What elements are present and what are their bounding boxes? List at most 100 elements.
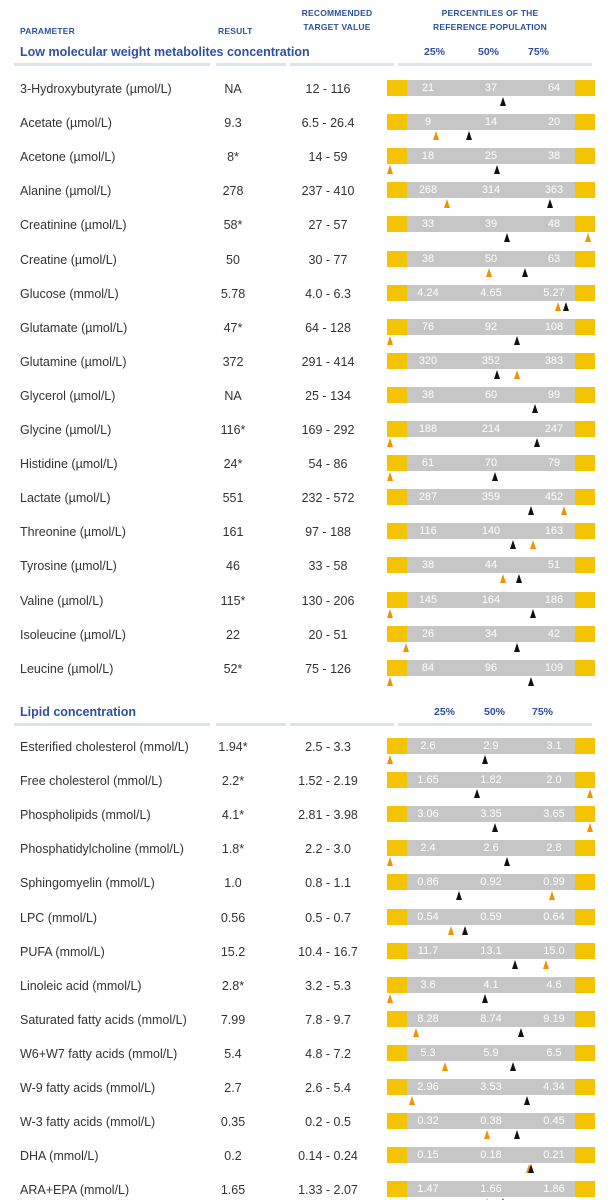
gauge-outer-band <box>575 216 595 233</box>
gauge-outer-band <box>575 352 595 369</box>
percentile-gauge: 188 214 247 <box>387 421 595 447</box>
gauge-reference-band <box>407 352 575 369</box>
population-median-marker <box>500 97 507 106</box>
gauge-outer-band <box>387 772 407 789</box>
gauge-reference-band <box>407 523 575 540</box>
parameter-name: W-9 fatty acids (mmol/L) <box>20 1081 156 1095</box>
population-median-marker <box>532 403 539 413</box>
percentile-tick-label: 4.6 <box>546 978 562 991</box>
gauge-outer-band <box>387 557 407 574</box>
percentile-tick-label: 14 <box>484 116 498 129</box>
patient-result-marker <box>387 676 393 686</box>
patient-result-marker <box>387 472 393 482</box>
percentile-gauge: 145 164 186 <box>387 591 595 618</box>
percentile-tick-label: 0.64 <box>543 910 565 923</box>
percentile-tick-label: 3.06 <box>417 808 439 821</box>
target-range: 14 - 59 <box>308 150 348 165</box>
target-range: 33 - 58 <box>308 559 348 574</box>
percentile-tick-label: 3.53 <box>480 1081 502 1093</box>
target-range: 64 - 128 <box>305 320 351 335</box>
table-row: Saturated fatty acids (mmol/L) 7.99 7.8 - … <box>0 1003 614 1037</box>
percentile-tick-label: 2.8 <box>546 842 562 855</box>
result-value: 2.8* <box>221 978 245 993</box>
result-value: 8* <box>227 150 239 165</box>
population-median-marker <box>481 993 488 1003</box>
table-row: Acetate (µmol/L) 9.3 6.5 - 26.4 9 14 20 <box>0 106 614 141</box>
percentile-tick-label: 2.96 <box>417 1081 439 1093</box>
gauge-outer-band <box>387 216 407 233</box>
percentile-tick-label: 383 <box>544 354 564 367</box>
percentile-gauge: 268 314 363 <box>387 182 595 209</box>
percentile-tick-label: 48 <box>547 218 561 231</box>
parameter-name: Glutamate (µmol/L) <box>20 320 128 335</box>
gauge-outer-band <box>387 625 407 642</box>
percentile-tick-label: 42 <box>547 627 561 640</box>
gauge-outer-band <box>575 806 595 823</box>
population-median-marker <box>494 165 501 175</box>
parameter-name: Glycerol (µmol/L) <box>20 388 116 403</box>
percentile-tick-label: 39 <box>484 218 498 231</box>
patient-result-marker <box>483 1130 490 1140</box>
parameter-name: LPC (mmol/L) <box>20 910 98 925</box>
result-value: 52* <box>223 661 243 676</box>
percentile-gauge: 2.96 3.53 4.34 <box>387 1079 595 1105</box>
population-median-marker <box>530 608 537 618</box>
result-value: 4.1* <box>221 808 245 823</box>
population-median-marker <box>492 472 499 482</box>
population-median-marker <box>510 1061 517 1071</box>
patient-result-marker <box>560 506 567 516</box>
parameter-name: Threonine (µmol/L) <box>20 525 126 540</box>
target-range: 232 - 572 <box>301 491 355 506</box>
column-header-target-line2: TARGET VALUE <box>303 22 371 32</box>
target-range: 2.6 - 5.4 <box>305 1081 351 1095</box>
section-underline <box>216 63 286 66</box>
table-row: Phosphatidylcholine (mmol/L) 1.8* 2.2 - 3.… <box>0 832 614 867</box>
result-value: 1.94* <box>218 740 248 754</box>
patient-result-marker <box>514 369 521 379</box>
result-value: 2.2* <box>221 774 245 789</box>
target-range: 130 - 206 <box>301 593 355 608</box>
parameter-name: Acetone (µmol/L) <box>20 150 116 165</box>
patient-result-marker <box>387 335 393 345</box>
gauge-reference-band <box>407 250 575 267</box>
table-row: Linoleic acid (mmol/L) 2.8* 3.2 - 5.3 3.6 4.… <box>0 969 614 1003</box>
gauge-reference-band <box>407 1010 575 1027</box>
percentile-gauge: 76 92 108 <box>387 318 595 345</box>
percentile-gauge: 0.15 0.18 0.21 <box>387 1147 595 1174</box>
table-row: Lactate (µmol/L) 551 232 - 572 287 359 452 <box>0 481 614 516</box>
section-underline <box>290 723 394 726</box>
percentile-gauge: 9 14 20 <box>387 114 595 141</box>
patient-result-marker <box>387 755 393 764</box>
column-header-parameter: PARAMETER <box>20 26 76 36</box>
percentile-tick-label: 99 <box>547 388 561 401</box>
parameter-name: PUFA (mmol/L) <box>20 944 105 959</box>
percentile-tick-label: 0.92 <box>480 876 502 889</box>
percentile-tick-label: 63 <box>547 252 561 265</box>
patient-result-marker <box>403 642 410 652</box>
percentile-tick-label: 314 <box>481 184 501 197</box>
column-header-percentiles-line1: PERCENTILES OF THE <box>441 8 539 18</box>
gauge-reference-band <box>407 772 575 789</box>
parameter-name: Creatinine (µmol/L) <box>20 218 127 233</box>
gauge-reference-band <box>407 557 575 574</box>
percentile-tick-label: 25 <box>484 150 498 163</box>
gauge-outer-band <box>387 318 407 335</box>
gauge-reference-band <box>407 1079 575 1095</box>
gauge-outer-band <box>387 591 407 608</box>
patient-result-marker <box>409 1096 416 1105</box>
parameter-name: Sphingomyelin (mmol/L) <box>20 876 155 891</box>
percentile-tick-label: 44 <box>484 559 498 572</box>
percentile-gauge: 38 50 63 <box>387 250 595 277</box>
table-row: Tyrosine (µmol/L) 46 33 - 58 38 44 51 <box>0 549 614 584</box>
result-value: 7.99 <box>220 1012 246 1027</box>
gauge-outer-band <box>387 1147 407 1164</box>
parameter-name: Glutamine (µmol/L) <box>20 354 127 369</box>
gauge-outer-band <box>575 557 595 574</box>
gauge-outer-band <box>575 1113 595 1130</box>
table-row: W-9 fatty acids (mmol/L) 2.7 2.6 - 5.4 2.96… <box>0 1071 614 1105</box>
result-value: 5.4 <box>224 1046 242 1061</box>
percentile-tick-label: 9.19 <box>543 1012 565 1025</box>
percentile-label: 25% <box>434 706 456 718</box>
parameter-name: DHA (mmol/L) <box>20 1149 99 1164</box>
target-range: 0.5 - 0.7 <box>305 910 351 925</box>
